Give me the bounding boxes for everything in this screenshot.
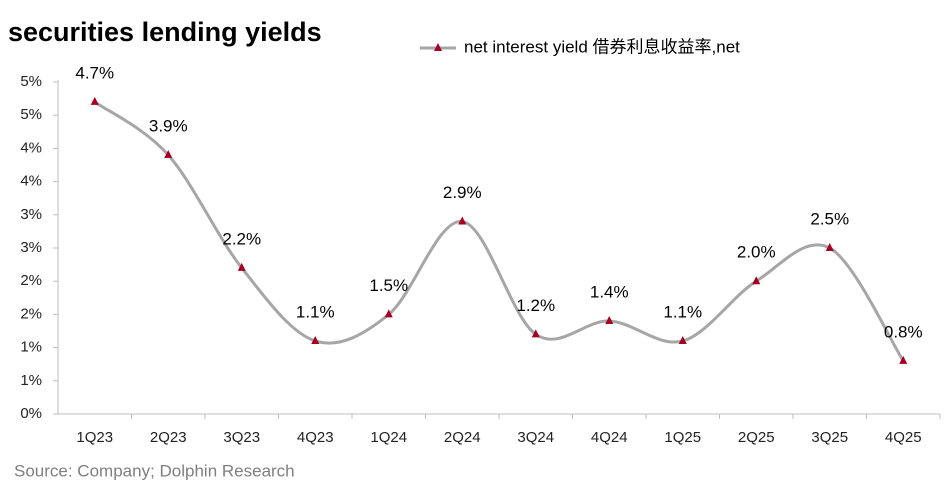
y-tick-label: 5%: [20, 106, 42, 123]
data-label: 1.1%: [296, 302, 335, 321]
point-marker: [458, 216, 467, 225]
y-tick-label: 4%: [20, 173, 42, 190]
data-label: 2.0%: [737, 243, 776, 262]
point-marker: [90, 96, 99, 105]
point-marker: [384, 309, 393, 318]
chart-title: securities lending yields: [8, 17, 322, 47]
point-marker: [531, 329, 540, 338]
y-tick-label: 3%: [20, 206, 42, 223]
x-tick-label: 1Q24: [370, 429, 407, 446]
data-label: 1.5%: [369, 276, 408, 295]
point-marker: [605, 316, 614, 325]
point-marker: [237, 262, 246, 271]
x-tick-label: 3Q23: [223, 429, 260, 446]
data-label: 1.1%: [663, 302, 702, 321]
data-label: 4.7%: [75, 63, 114, 82]
y-tick-label: 3%: [20, 239, 42, 256]
y-tick-label: 1%: [20, 372, 42, 389]
series-line: [93, 100, 905, 362]
point-marker: [899, 355, 908, 364]
data-label: 2.9%: [443, 183, 482, 202]
x-tick-label: 2Q24: [444, 429, 481, 446]
y-tick-label: 5%: [20, 73, 42, 90]
y-tick-label: 1%: [20, 339, 42, 356]
source-note: Source: Company; Dolphin Research: [14, 461, 295, 480]
data-label: 2.5%: [810, 209, 849, 228]
point-marker: [825, 243, 834, 251]
y-tick-label: 2%: [20, 272, 42, 289]
point-marker: [311, 335, 320, 344]
x-tick-label: 3Q24: [517, 429, 554, 446]
x-tick-label: 3Q25: [811, 429, 848, 446]
x-tick-label: 2Q25: [738, 429, 775, 446]
point-marker: [752, 276, 761, 285]
y-tick-label: 2%: [20, 305, 42, 322]
data-label: 1.4%: [590, 283, 629, 302]
legend-label: net interest yield 借券利息收益率,net: [464, 37, 740, 56]
x-tick-label: 4Q24: [591, 429, 628, 446]
y-tick-label: 0%: [20, 405, 42, 422]
point-marker: [164, 150, 173, 159]
data-label: 2.2%: [222, 229, 261, 248]
y-tick-label: 4%: [20, 139, 42, 156]
x-tick-label: 4Q23: [297, 429, 334, 446]
point-marker: [678, 335, 687, 344]
data-label: 3.9%: [149, 117, 188, 136]
legend-marker: [434, 43, 442, 51]
data-label: 1.2%: [516, 296, 555, 315]
x-tick-label: 4Q25: [885, 429, 922, 446]
data-label: 0.8%: [884, 322, 923, 341]
x-tick-label: 1Q25: [664, 429, 701, 446]
x-tick-label: 2Q23: [150, 429, 187, 446]
x-tick-label: 1Q23: [76, 429, 113, 446]
